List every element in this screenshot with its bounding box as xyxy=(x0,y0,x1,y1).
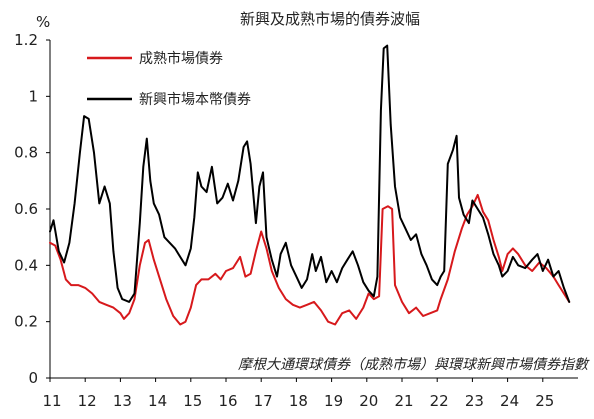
chart-title: 新興及成熟市場的債券波幅 xyxy=(240,10,420,28)
y-axis: 0 0.2 0.4 0.6 0.8 1 1.2 xyxy=(14,31,51,387)
x-tick-label: 12 xyxy=(78,392,97,410)
x-tick-label: 24 xyxy=(500,392,519,410)
legend-label-2: 新興市場本幣債券 xyxy=(139,91,251,108)
x-tick-label: 19 xyxy=(324,392,343,410)
chart-annotation: 摩根大通環球債券（成熟市場）與環球新興市場債券指數 xyxy=(238,357,590,373)
x-tick-label: 11 xyxy=(42,392,61,410)
x-tick-label: 22 xyxy=(430,392,449,410)
y-axis-unit-label: % xyxy=(36,13,50,31)
x-tick-label: 23 xyxy=(465,392,484,410)
legend-label-1: 成熟市場債券 xyxy=(139,50,223,67)
x-tick-label: 13 xyxy=(113,392,132,410)
x-tick-label: 15 xyxy=(183,392,202,410)
x-tick-label: 17 xyxy=(254,392,273,410)
y-tick-label: 1.2 xyxy=(14,31,38,49)
x-tick-label: 16 xyxy=(218,392,237,410)
y-tick-label: 0.8 xyxy=(14,144,38,162)
x-axis: 11 12 13 14 15 16 17 18 19 20 21 22 23 24 25 xyxy=(42,377,578,410)
y-tick-label: 0 xyxy=(28,369,38,387)
y-tick-label: 1 xyxy=(28,87,38,105)
y-tick-label: 0.6 xyxy=(14,200,38,218)
x-tick-label: 25 xyxy=(535,392,554,410)
y-tick-label: 0.4 xyxy=(14,256,38,274)
series-line-2 xyxy=(49,44,571,303)
y-tick-label: 0.2 xyxy=(14,313,38,331)
series-group xyxy=(49,44,571,326)
series-line-1 xyxy=(49,193,571,326)
x-tick-label: 20 xyxy=(359,392,378,410)
x-tick-label: 14 xyxy=(148,392,167,410)
x-tick-label: 21 xyxy=(394,392,413,410)
x-tick-label: 18 xyxy=(289,392,308,410)
